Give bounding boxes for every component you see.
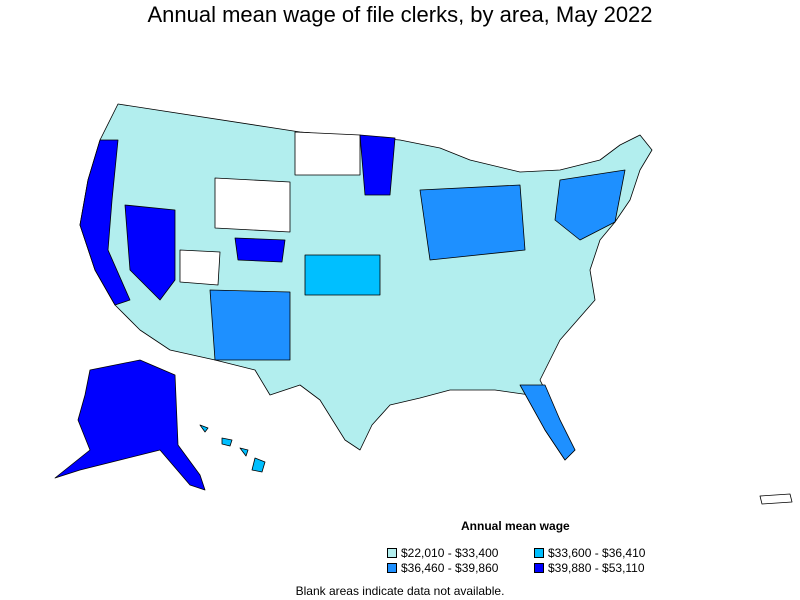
legend-label-1: $22,010 - $33,400 bbox=[401, 546, 499, 560]
legend-item-1: $22,010 - $33,400 bbox=[387, 546, 498, 560]
region-colorado bbox=[234, 237, 286, 263]
region-kansas bbox=[304, 254, 381, 296]
no-data-region-utah bbox=[179, 249, 221, 286]
region-florida bbox=[519, 384, 576, 461]
region-west-coast bbox=[79, 139, 131, 306]
map-title: Annual mean wage of file clerks, by area… bbox=[147, 2, 653, 27]
legend-swatch-1 bbox=[387, 548, 397, 558]
region-arizona-newmexico bbox=[209, 289, 291, 361]
legend-label-4: $39,880 - $53,110 bbox=[548, 561, 645, 575]
hawaii-region bbox=[199, 424, 266, 473]
footnote: Blank areas indicate data not available. bbox=[295, 584, 505, 598]
no-data-region-montana bbox=[294, 131, 361, 176]
no-data-region-wyoming bbox=[214, 177, 291, 233]
legend-label-3: $36,460 - $39,860 bbox=[401, 561, 499, 575]
region-midwest bbox=[419, 184, 526, 261]
legend-item-2: $33,600 - $36,410 bbox=[534, 546, 645, 560]
legend-item-3: $36,460 - $39,860 bbox=[387, 561, 498, 575]
puerto-rico-region bbox=[759, 493, 793, 505]
legend-swatch-3 bbox=[387, 563, 397, 573]
region-great-lakes bbox=[359, 134, 396, 196]
legend-swatch-2 bbox=[534, 548, 544, 558]
legend-item-4: $39,880 - $53,110 bbox=[534, 561, 645, 575]
region-northeast bbox=[554, 169, 626, 241]
alaska-region bbox=[54, 359, 206, 491]
legend-swatch-4 bbox=[534, 563, 544, 573]
legend-title: Annual mean wage bbox=[461, 519, 570, 533]
legend-label-2: $33,600 - $36,410 bbox=[548, 546, 646, 560]
region-nevada bbox=[124, 204, 176, 301]
